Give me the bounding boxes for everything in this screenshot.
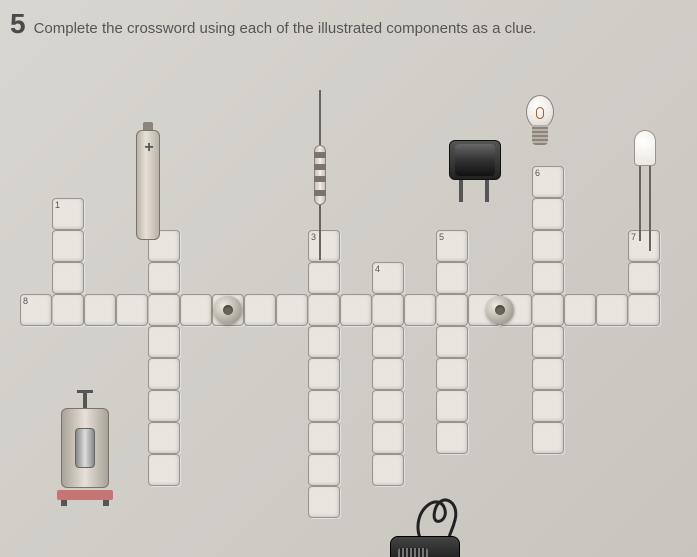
- crossword-cell[interactable]: [532, 390, 564, 422]
- crossword-cell[interactable]: [532, 422, 564, 454]
- crossword-cell[interactable]: [436, 294, 468, 326]
- crossword-cell[interactable]: [436, 262, 468, 294]
- crossword-cell[interactable]: [52, 294, 84, 326]
- crossword-cell[interactable]: [372, 390, 404, 422]
- crossword-cell[interactable]: [340, 294, 372, 326]
- crossword-cell[interactable]: [532, 230, 564, 262]
- crossword-cell[interactable]: [52, 230, 84, 262]
- led-icon: [630, 130, 660, 250]
- crossword-cell[interactable]: [148, 454, 180, 486]
- crossword-cell[interactable]: [372, 422, 404, 454]
- crossword-cell[interactable]: [436, 358, 468, 390]
- buzzer-icon: [380, 480, 480, 557]
- crossword-cell[interactable]: [372, 294, 404, 326]
- motor-icon: [55, 390, 115, 500]
- rocker-icon: [445, 140, 505, 210]
- crossword-cell[interactable]: [276, 294, 308, 326]
- crossword-cell[interactable]: [52, 262, 84, 294]
- crossword-cell[interactable]: 6: [532, 166, 564, 198]
- crossword-cell[interactable]: [148, 262, 180, 294]
- crossword-cell[interactable]: [308, 294, 340, 326]
- resistor-icon: [310, 90, 330, 260]
- crossword-cell[interactable]: [148, 358, 180, 390]
- crossword-cell[interactable]: [148, 294, 180, 326]
- question-row: 5 Complete the crossword using each of t…: [0, 0, 697, 48]
- crossword-cell[interactable]: [372, 326, 404, 358]
- crossword-cell[interactable]: [148, 326, 180, 358]
- crossword-cell[interactable]: 5: [436, 230, 468, 262]
- crossword-cell[interactable]: [308, 454, 340, 486]
- crossword-cell[interactable]: [532, 358, 564, 390]
- crossword-cell[interactable]: [436, 422, 468, 454]
- question-number: 5: [10, 8, 26, 40]
- crossword-cell[interactable]: [308, 262, 340, 294]
- crossword-cell[interactable]: 1: [52, 198, 84, 230]
- battery-icon: +: [130, 120, 166, 250]
- crossword-cell[interactable]: [532, 326, 564, 358]
- crossword-cell[interactable]: [148, 422, 180, 454]
- question-text: Complete the crossword using each of the…: [34, 20, 537, 37]
- crossword-cell[interactable]: [532, 198, 564, 230]
- crossword-stage: 12345678+: [0, 50, 697, 557]
- bulb-icon: [520, 95, 560, 165]
- crossword-cell[interactable]: [308, 326, 340, 358]
- crossword-cell[interactable]: [148, 390, 180, 422]
- crossword-cell[interactable]: [436, 390, 468, 422]
- crossword-cell[interactable]: [532, 262, 564, 294]
- crossword-cell[interactable]: 8: [20, 294, 52, 326]
- crossword-cell[interactable]: [308, 358, 340, 390]
- crossword-cell[interactable]: [596, 294, 628, 326]
- crossword-cell[interactable]: [244, 294, 276, 326]
- crossword-cell[interactable]: [532, 294, 564, 326]
- rivet: [486, 296, 514, 324]
- crossword-cell[interactable]: [84, 294, 116, 326]
- crossword-cell[interactable]: [628, 262, 660, 294]
- crossword-cell[interactable]: [116, 294, 148, 326]
- crossword-cell[interactable]: [180, 294, 212, 326]
- crossword-cell[interactable]: [308, 390, 340, 422]
- crossword-cell[interactable]: [436, 326, 468, 358]
- crossword-cell[interactable]: [628, 294, 660, 326]
- crossword-cell[interactable]: [308, 422, 340, 454]
- crossword-cell[interactable]: 4: [372, 262, 404, 294]
- crossword-cell[interactable]: [404, 294, 436, 326]
- crossword-cell[interactable]: [308, 486, 340, 518]
- crossword-cell[interactable]: [564, 294, 596, 326]
- crossword-cell[interactable]: [372, 358, 404, 390]
- rivet: [214, 296, 242, 324]
